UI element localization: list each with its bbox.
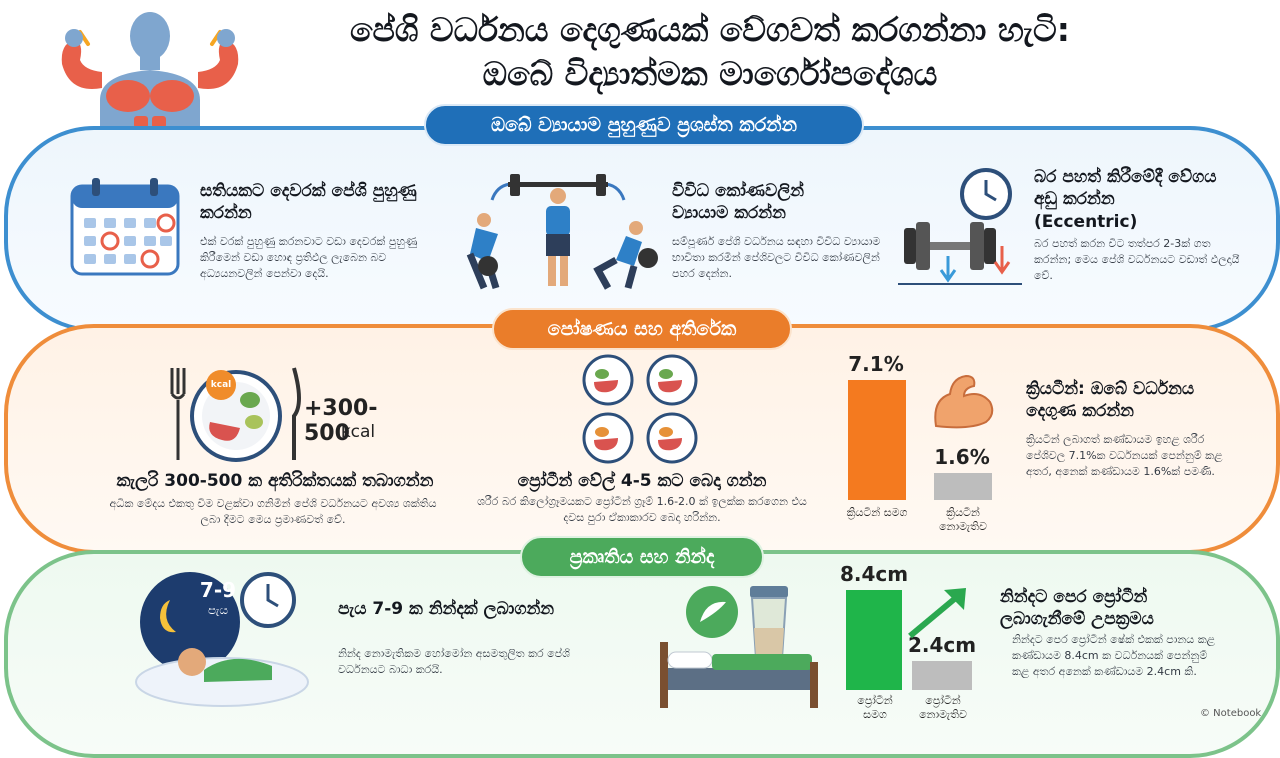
creatine-bar-value-with: 7.1%: [848, 352, 904, 376]
frequency-heading: සතියකට දෙවරක් පේශි පුහුණු කරන්න: [200, 181, 417, 223]
meal-plate-icon: [170, 367, 301, 462]
training-section-label: ඔබේ ව්‍යායාම පුහුණුව ප්‍රශස්ත කරන්න: [424, 104, 864, 146]
sleep-heading: පැය 7-9 ක නින්දක් ලබාගන්න: [338, 599, 555, 619]
creatine-body: ක්‍රියටීන් ලබාගත් කණ්ඩායම ඉහළ ශරීර පේශිව…: [1026, 433, 1223, 478]
angles-body: සම්පූර්ණ පේශි වර්ධනය සඳහා විවිධ ව්‍යායාම…: [672, 235, 881, 280]
protein-body: ශරීර බර කිලෝග්‍රෑමයකට ප්‍රෝටීන් ග්‍රෑම් …: [477, 495, 807, 524]
angles-heading: විවිධ කෝණවලින් ව්‍යායාම කරන්න: [672, 181, 805, 223]
protein-bar-without: [912, 661, 972, 690]
protein-category-with: ප්‍රෝටීන් සමග: [857, 694, 893, 721]
eccentric-heading-en: (Eccentric): [1034, 212, 1138, 232]
protein-chart: 8.4cm 2.4cm ප්‍රෝටීන් සමග ප්‍රෝටීන් නොමැ…: [836, 562, 986, 732]
creatine-chart: 7.1% 1.6% ක්‍රියටීන් සමග ක්‍රියටීන් නොමැ…: [830, 350, 1020, 540]
creatine-bar-value-without: 1.6%: [934, 445, 990, 469]
creatine-bar-with: [848, 380, 906, 500]
sleep-moon-icon: [135, 572, 309, 707]
protein-bar-value-with: 8.4cm: [839, 562, 909, 586]
calendar-icon: [70, 178, 180, 276]
creatine-heading: ක්‍රියටීන්: ඔබේ වර්ධනය දෙගුණ කරන්න: [1026, 379, 1195, 421]
flexed-arm-icon: [934, 374, 994, 429]
barbell-exercise-icon: [466, 174, 658, 290]
creatine-bar-without: [934, 473, 992, 500]
sleep-hours-badge: 7-9 පැය: [190, 578, 246, 618]
calorie-unit: kcal: [340, 422, 376, 442]
muscle-man-icon: [61, 12, 239, 154]
protein-sleep-body: නින්දට පෙර ප්‍රෝටීන් ෂේක් එකක් පානය කළ ක…: [1012, 633, 1216, 678]
calories-body: අධික මේදය එකතු වීම වළක්වා ගනිමින් පේශි ව…: [109, 497, 437, 526]
calories-heading: කැලරි 300-500 ක අතිරික්තයක් තබාගන්න: [116, 471, 434, 491]
page-title: පේශි වර්ධනය දෙගුණයක් වේගවත් කරගන්නා හැටි…: [200, 8, 1220, 96]
frequency-body: එක් වරක් පුහුණු කරනවාට වඩා දෙවරක් පුහුණු…: [200, 235, 418, 280]
protein-heading: ප්‍රෝටීන් වේල් 4-5 කට බෙදා ගන්න: [517, 471, 767, 491]
eccentric-body: බර පහත් කරන විට තත්පර 2-3ක් ගත කරන්න; මෙ…: [1034, 237, 1240, 282]
sleep-hours-value: 7-9: [199, 578, 237, 602]
dumbbell-clock-icon: [898, 168, 1022, 285]
nutrition-section-label: පෝෂණය සහ අතිරේක: [492, 308, 792, 350]
recovery-section-label: ප්‍රකෘතිය සහ නින්ද: [520, 536, 764, 578]
calorie-value: +300-500: [304, 396, 378, 446]
protein-bar-with: [846, 590, 902, 690]
eccentric-heading: බර පහත් කිරීමේදී වේගය අඩු කරන්න: [1034, 167, 1217, 209]
title-line-2: ඔබේ විද්‍යාත්මක මාර්ගෝපදේශය: [482, 54, 938, 93]
kcal-badge: kcal: [206, 370, 236, 400]
growth-arrow-icon: [908, 588, 966, 639]
protein-bar-value-without: 2.4cm: [907, 633, 977, 657]
protein-sleep-heading: නින්දට පෙර ප්‍රෝටීන් ලබාගැනීමේ උපක්‍රමය: [1000, 587, 1154, 629]
title-line-1: පේශි වර්ධනය දෙගුණයක් වේගවත් කරගන්නා හැටි…: [350, 10, 1070, 49]
sleep-body: නින්ද නොමැතිකම හෝමෝන අසමතුලිත කර පේශි වර…: [338, 647, 570, 676]
watermark: © Notebook: [1200, 708, 1262, 719]
sleep-hours-unit: පැය: [207, 603, 229, 617]
protein-category-without: ප්‍රෝටීන් නොමැතිව: [919, 694, 967, 721]
creatine-category-without: ක්‍රියටීන් නොමැතිව: [939, 506, 987, 533]
protein-plates-icon: [582, 354, 698, 464]
shake-bed-icon: [660, 586, 818, 708]
creatine-category-with: ක්‍රියටීන් සමග: [846, 506, 908, 519]
